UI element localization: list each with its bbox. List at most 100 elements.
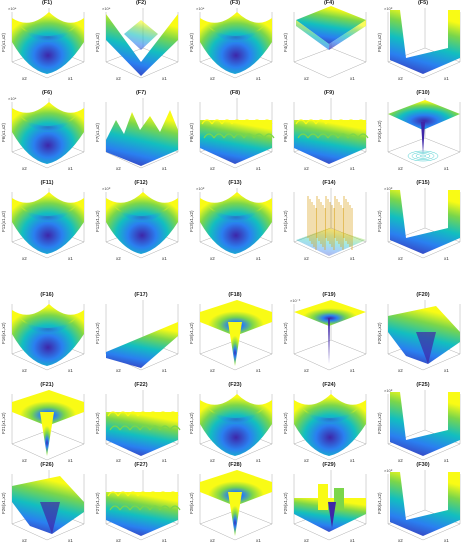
panel-title: (F17) xyxy=(134,292,148,298)
surface xyxy=(12,304,84,366)
surface xyxy=(20,318,76,334)
surface-step xyxy=(334,488,344,510)
panel-title: (F29) xyxy=(322,462,336,468)
panel-title: (F26) xyxy=(40,462,54,468)
panel-title: (F8) xyxy=(229,90,241,96)
panel-title: (F9) xyxy=(323,90,335,96)
surface xyxy=(390,472,460,536)
surface-ridge xyxy=(203,133,215,139)
surface-ridge xyxy=(221,119,233,125)
surface-plot xyxy=(293,470,367,541)
z-axis-label: F21(x1,x2) xyxy=(1,412,6,434)
surface xyxy=(114,206,170,222)
x1-axis-label: x1 xyxy=(350,166,355,171)
surface-plot-panel: (F17) F17(x1,x2) x2 x1 xyxy=(94,292,188,382)
surface-plot xyxy=(11,188,85,259)
x1-axis-label: x1 xyxy=(256,76,261,81)
x2-axis-label: x2 xyxy=(116,538,121,543)
surface-plot xyxy=(105,188,179,259)
panel-title: (F3) xyxy=(229,0,241,6)
surface xyxy=(296,6,366,44)
surface xyxy=(200,300,272,336)
surface-plot-panel: (F29) F29(x1,x2) x2 x1 xyxy=(282,462,376,552)
surface xyxy=(106,322,178,368)
axis-floor xyxy=(293,339,367,371)
z-axis-label: F20(x1,x2) xyxy=(377,322,382,344)
surface-plot-panel: (F24) F24(x1,x2) x2 x1 xyxy=(282,382,376,472)
panel-title: (F1) xyxy=(41,0,53,6)
z-axis-label: F3(x1,x2) xyxy=(189,32,194,52)
surface xyxy=(200,120,272,164)
surface-well xyxy=(228,492,242,536)
surface-plot xyxy=(11,390,85,461)
panel-title: (F20) xyxy=(416,292,430,298)
surface-ridge xyxy=(253,133,265,139)
x1-axis-label: x1 xyxy=(256,368,261,373)
x1-axis-label: x1 xyxy=(256,256,261,261)
x1-axis-label: x1 xyxy=(68,458,73,463)
contour-ring xyxy=(411,152,435,160)
surface xyxy=(200,12,272,74)
surface-ridge xyxy=(129,505,141,511)
x2-axis-label: x2 xyxy=(210,76,215,81)
surface-ridge xyxy=(167,491,179,497)
x2-axis-label: x2 xyxy=(22,538,27,543)
surface-plot xyxy=(293,6,367,79)
surface-ridge xyxy=(109,505,121,511)
surface-plot-panel: (F3) F3(x1,x2) ×10⁴ x2 x1 xyxy=(188,0,282,90)
surface-ridge xyxy=(297,133,309,139)
surface-plot xyxy=(387,470,461,541)
surface-plot-panel: (F27) F27(x1,x2) x2 x1 xyxy=(94,462,188,552)
surface-ridge xyxy=(169,425,181,431)
surface-plot xyxy=(11,8,85,79)
panel-title: (F24) xyxy=(322,382,336,388)
x2-axis-label: x2 xyxy=(398,256,403,261)
surface-ridge xyxy=(107,411,119,417)
x1-axis-label: x1 xyxy=(256,458,261,463)
axis-scale-label: ×10⁸ xyxy=(102,186,111,191)
axis-floor xyxy=(387,137,461,169)
surface-plot-panel: (F14) F14(x1,x2) x2 x1 xyxy=(282,180,376,270)
surface-ridge xyxy=(213,133,225,139)
axis-scale-label: ×10⁴ xyxy=(8,96,17,101)
contour-ring xyxy=(407,150,439,162)
surface-ridge xyxy=(325,119,337,125)
z-axis-label: F18(x1,x2) xyxy=(189,322,194,344)
z-axis-label: F30(x1,x2) xyxy=(377,492,382,514)
x2-axis-label: x2 xyxy=(398,458,403,463)
surface-ridge xyxy=(167,411,179,417)
surface-plot xyxy=(199,8,273,79)
z-axis-label: F22(x1,x2) xyxy=(95,412,100,434)
panel-title: (F14) xyxy=(322,180,336,186)
surface-plot xyxy=(11,98,85,169)
surface-plot-panel: (F25) F25(x1,x2) ×10⁸ x2 x1 xyxy=(376,382,470,472)
surface-ridge xyxy=(357,133,369,139)
surface-ridge xyxy=(127,491,139,497)
surface-step xyxy=(318,484,328,510)
panel-title: (F25) xyxy=(416,382,430,388)
surface-ridge xyxy=(129,425,141,431)
z-axis-label: F24(x1,x2) xyxy=(283,412,288,434)
x1-axis-label: x1 xyxy=(68,76,73,81)
surface xyxy=(20,26,76,42)
surface-ridge xyxy=(147,491,159,497)
surface xyxy=(296,228,366,256)
surface xyxy=(12,102,84,164)
surface-plot xyxy=(11,470,85,541)
panel-title: (F15) xyxy=(416,180,430,186)
panel-title: (F28) xyxy=(228,462,242,468)
surface-plot xyxy=(293,98,369,169)
surface-funnel xyxy=(421,122,425,154)
panel-title: (F19) xyxy=(322,292,336,298)
surface xyxy=(390,10,460,74)
x2-axis-label: x2 xyxy=(210,256,215,261)
surface-ridge xyxy=(263,133,275,139)
panel-title: (F10) xyxy=(416,90,430,96)
z-axis-label: F29(x1,x2) xyxy=(283,492,288,514)
surface-ridge xyxy=(157,411,169,417)
surface xyxy=(302,408,358,424)
z-axis-label: F14(x1,x2) xyxy=(283,210,288,232)
surface-ridge xyxy=(107,491,119,497)
surface-plot xyxy=(105,98,179,169)
